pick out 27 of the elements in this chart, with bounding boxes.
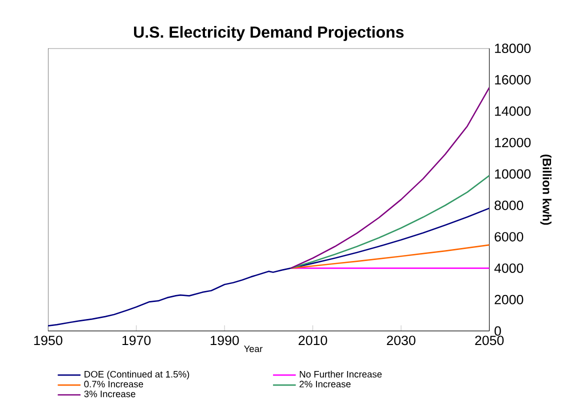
- x-tick-label: 2010: [298, 336, 328, 346]
- x-tick-label: 1970: [122, 336, 151, 346]
- chart-title: U.S. Electricity Demand Projections: [134, 26, 404, 41]
- y-tick-label: 6000: [494, 232, 524, 242]
- y-axis-title: (Billion kwh): [540, 154, 552, 225]
- x-tick-label: 2050: [475, 336, 504, 346]
- x-tick-label: 1950: [34, 336, 62, 346]
- legend-label: 0.7% Increase: [84, 380, 144, 388]
- x-axis-title: Year: [244, 346, 262, 352]
- y-tick-label: 4000: [494, 263, 524, 273]
- line-series: [290, 174, 490, 269]
- y-tick-label: 8000: [494, 200, 524, 210]
- y-tick-label: 16000: [495, 75, 531, 84]
- legend-label: DOE (Continued at 1.5%): [84, 370, 190, 380]
- legend-label: 2% Increase: [300, 380, 351, 388]
- y-tick-label: 0: [494, 326, 501, 336]
- line-series: [290, 86, 490, 269]
- x-tick-label: 2030: [386, 336, 416, 346]
- line-series: [48, 208, 490, 326]
- y-tick-label: 10000: [495, 169, 531, 179]
- legend-label: 3% Increase: [84, 390, 136, 398]
- x-tick-label: 1990: [210, 336, 239, 346]
- legend-label: No Further Increase: [300, 370, 382, 378]
- y-tick-label: 2000: [494, 294, 524, 304]
- y-tick-label: 14000: [495, 106, 531, 116]
- y-tick-label: 18000: [495, 44, 531, 54]
- y-tick-label: 12000: [495, 138, 531, 148]
